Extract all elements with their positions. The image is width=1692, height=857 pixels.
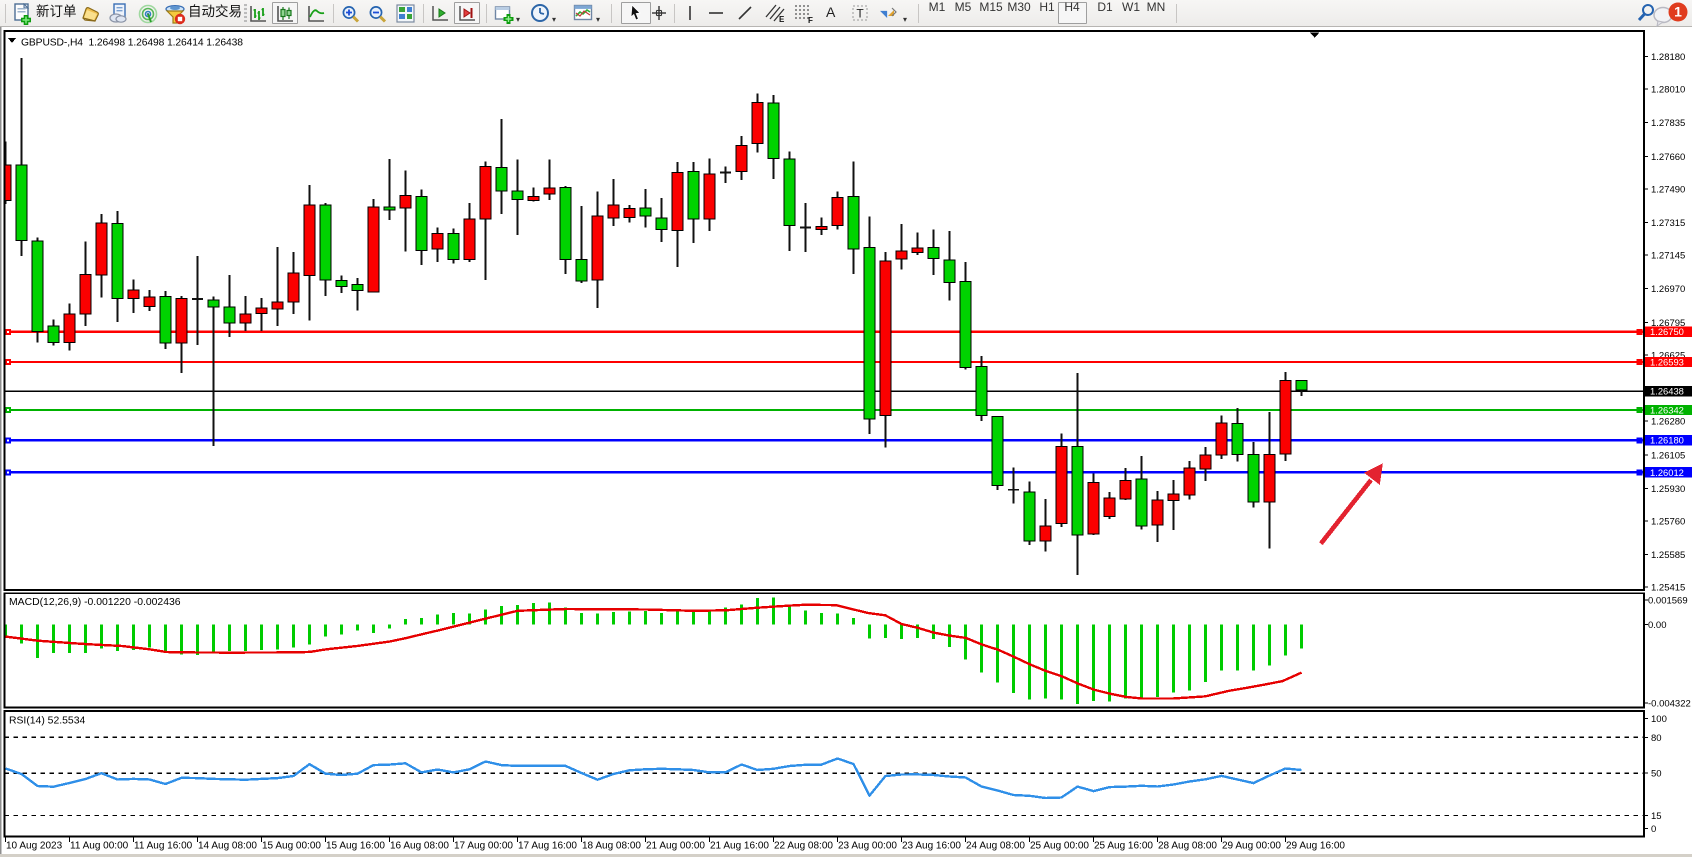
svg-text:14 Aug 08:00: 14 Aug 08:00 — [198, 841, 257, 852]
svg-text:F: F — [808, 16, 813, 23]
svg-text:1.26105: 1.26105 — [1651, 450, 1685, 461]
svg-text:1.27660: 1.27660 — [1651, 152, 1685, 163]
svg-text:15: 15 — [1651, 811, 1662, 822]
svg-text:-0.004322: -0.004322 — [1648, 698, 1691, 709]
svg-text:16 Aug 08:00: 16 Aug 08:00 — [390, 841, 449, 852]
svg-text:1.27490: 1.27490 — [1651, 184, 1685, 195]
svg-text:11 Aug 00:00: 11 Aug 00:00 — [70, 841, 129, 852]
svg-text:17 Aug 00:00: 17 Aug 00:00 — [454, 841, 513, 852]
svg-text:50: 50 — [1651, 769, 1662, 780]
svg-text:1.27145: 1.27145 — [1651, 251, 1685, 262]
svg-text:25 Aug 00:00: 25 Aug 00:00 — [1030, 841, 1089, 852]
svg-text:11 Aug 16:00: 11 Aug 16:00 — [134, 841, 193, 852]
svg-text:21 Aug 00:00: 21 Aug 00:00 — [646, 841, 705, 852]
svg-text:17 Aug 16:00: 17 Aug 16:00 — [518, 841, 577, 852]
svg-text:1.26012: 1.26012 — [1650, 467, 1684, 478]
svg-text:1.27835: 1.27835 — [1651, 118, 1685, 129]
svg-text:1.26438: 1.26438 — [1650, 386, 1684, 397]
svg-text:24 Aug 08:00: 24 Aug 08:00 — [966, 841, 1025, 852]
svg-text:1.26625: 1.26625 — [1651, 350, 1685, 361]
svg-text:1.26342: 1.26342 — [1650, 404, 1684, 415]
svg-text:1.25760: 1.25760 — [1651, 517, 1685, 528]
svg-text:23 Aug 16:00: 23 Aug 16:00 — [902, 841, 961, 852]
svg-text:T: T — [856, 7, 864, 21]
svg-text:28 Aug 08:00: 28 Aug 08:00 — [1158, 841, 1217, 852]
svg-text:RSI(14) 52.5534: RSI(14) 52.5534 — [9, 716, 85, 727]
svg-text:1.26750: 1.26750 — [1650, 326, 1684, 337]
svg-text:1.26795: 1.26795 — [1651, 318, 1685, 329]
svg-text:23 Aug 00:00: 23 Aug 00:00 — [838, 841, 897, 852]
svg-text:0.00: 0.00 — [1648, 620, 1667, 631]
svg-text:E: E — [779, 15, 785, 23]
svg-text:29 Aug 00:00: 29 Aug 00:00 — [1222, 841, 1281, 852]
svg-text:1.26970: 1.26970 — [1651, 284, 1685, 295]
svg-text:29 Aug 16:00: 29 Aug 16:00 — [1286, 841, 1345, 852]
svg-text:80: 80 — [1651, 733, 1662, 744]
svg-text:15 Aug 16:00: 15 Aug 16:00 — [326, 841, 385, 852]
svg-text:21 Aug 16:00: 21 Aug 16:00 — [710, 841, 769, 852]
svg-text:1.27315: 1.27315 — [1651, 218, 1685, 229]
svg-text:MACD(12,26,9) -0.001220 -0.002: MACD(12,26,9) -0.001220 -0.002436 — [9, 597, 181, 608]
svg-text:GBPUSD-,H4 1.26498 1.26498 1.: GBPUSD-,H4 1.26498 1.26498 1.26414 1.264… — [21, 38, 243, 49]
svg-text:15 Aug 00:00: 15 Aug 00:00 — [262, 841, 321, 852]
svg-text:1.28010: 1.28010 — [1651, 85, 1685, 96]
svg-text:18 Aug 08:00: 18 Aug 08:00 — [582, 841, 641, 852]
svg-text:0.001569: 0.001569 — [1648, 595, 1688, 606]
svg-text:1.26180: 1.26180 — [1650, 435, 1684, 446]
svg-text:22 Aug 08:00: 22 Aug 08:00 — [774, 841, 833, 852]
svg-text:0: 0 — [1651, 824, 1656, 835]
svg-text:1.28180: 1.28180 — [1651, 52, 1685, 63]
svg-text:10 Aug 2023: 10 Aug 2023 — [6, 841, 63, 852]
svg-text:100: 100 — [1651, 714, 1667, 725]
svg-text:1.25930: 1.25930 — [1651, 484, 1685, 495]
svg-text:1.26593: 1.26593 — [1650, 356, 1684, 367]
svg-text:25 Aug 16:00: 25 Aug 16:00 — [1094, 841, 1153, 852]
svg-text:1.26280: 1.26280 — [1651, 417, 1685, 428]
svg-text:1: 1 — [1674, 4, 1682, 20]
svg-text:1.25585: 1.25585 — [1651, 550, 1685, 561]
svg-text:1.25415: 1.25415 — [1651, 583, 1685, 594]
